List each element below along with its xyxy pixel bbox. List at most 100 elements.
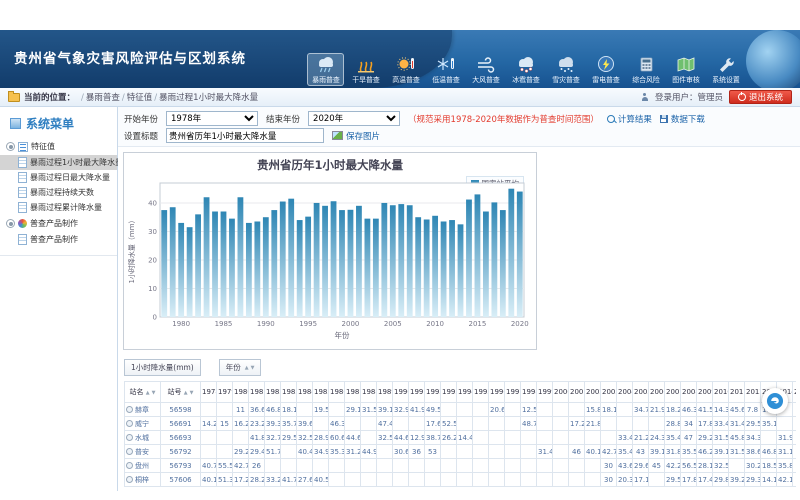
col-header-year-1979[interactable]: 1979 bbox=[216, 381, 233, 403]
start-year-select[interactable]: 1978年 bbox=[166, 111, 259, 126]
sort-icons[interactable]: ▲ ▼ bbox=[244, 364, 255, 371]
table-row-56793[interactable]: 盘州 56793 40.7 55.5 42.7 26 30 43.6 29.6 45 42.2 56.… bbox=[124, 458, 796, 473]
value-cell-56793-2007: 42.2 bbox=[664, 458, 681, 473]
breadcrumb-item[interactable]: 暴雨普查 bbox=[85, 93, 120, 103]
col-header-year-2003[interactable]: 2003 bbox=[600, 381, 617, 403]
col-header-year-1989[interactable]: 1989 bbox=[376, 381, 393, 403]
nav-item-cold[interactable]: 低温普查 bbox=[427, 53, 464, 86]
sidebar-item-暴雨过程累计降水量[interactable]: 暴雨过程累计降水量 bbox=[0, 200, 117, 215]
col-header-year-1985[interactable]: 1985 bbox=[312, 381, 329, 403]
nav-item-settings[interactable]: 系统设置 bbox=[707, 53, 744, 86]
chat-widget-button[interactable] bbox=[762, 388, 788, 414]
col-header-year-1984[interactable]: 1984 bbox=[296, 381, 313, 403]
table-row-56792[interactable]: 普安 56792 29.2 29.4 51.7 40.4 34.9 35.3 31.2 44.9 3… bbox=[124, 444, 796, 459]
col-header-year-1980[interactable]: 1980 bbox=[232, 381, 249, 403]
col-header-year-1983[interactable]: 1983 bbox=[280, 381, 297, 403]
col-header-year-2015[interactable]: 2015 bbox=[792, 381, 796, 403]
sidebar-item-暴雨过程日最大降水量[interactable]: 暴雨过程日最大降水量 bbox=[0, 170, 117, 185]
nav-item-drought[interactable]: 干旱普查 bbox=[347, 53, 384, 86]
col-header-year-1995[interactable]: 1995 bbox=[472, 381, 489, 403]
value-cell-56793-2000 bbox=[552, 458, 569, 473]
col-header-station-id[interactable]: 站号 ▲ ▼ bbox=[160, 381, 201, 403]
col-header-station-name[interactable]: 站名 ▲ ▼ bbox=[124, 381, 161, 403]
col-header-year-1987[interactable]: 1987 bbox=[344, 381, 361, 403]
sidebar-item-暴雨过程持续天数[interactable]: 暴雨过程持续天数 bbox=[0, 185, 117, 200]
save-image-button[interactable]: 保存图片 bbox=[332, 130, 380, 142]
nav-item-rain[interactable]: 暴雨普查 bbox=[307, 53, 344, 86]
col-header-year-1986[interactable]: 1986 bbox=[328, 381, 345, 403]
chart-title-input[interactable] bbox=[166, 128, 325, 143]
col-header-year-2007[interactable]: 2007 bbox=[664, 381, 681, 403]
sort-icons[interactable]: ▲ ▼ bbox=[183, 390, 194, 396]
col-header-year-1990[interactable]: 1990 bbox=[392, 381, 409, 403]
col-header-year-2006[interactable]: 2006 bbox=[648, 381, 665, 403]
row-select-icon[interactable] bbox=[126, 462, 133, 469]
end-year-select[interactable]: 2020年 bbox=[308, 111, 401, 126]
breadcrumb-item[interactable]: 特征值 bbox=[126, 93, 153, 103]
col-header-year-1994[interactable]: 1994 bbox=[456, 381, 473, 403]
col-header-year-1996[interactable]: 1996 bbox=[488, 381, 505, 403]
col-header-year-2005[interactable]: 2005 bbox=[632, 381, 649, 403]
nav-item-hail[interactable]: 冰雹普查 bbox=[507, 53, 544, 86]
station-id-cell: 56693 bbox=[160, 430, 201, 445]
sidebar-group-普查产品制作[interactable]: 普查产品制作 bbox=[0, 215, 117, 232]
value-cell-57606-1978: 40.1 bbox=[200, 472, 217, 487]
earth-graphic bbox=[746, 30, 800, 88]
table-row-57606[interactable]: 桐梓 57606 40.1 51.3 17.2 28.2 33.2 41.7 27.6 40.5 3… bbox=[124, 472, 796, 487]
row-select-icon[interactable] bbox=[126, 476, 133, 483]
table-row-56691[interactable]: 威宁 56691 14.2 15 16.2 23.2 39.3 35.7 39.6 46.3 47.… bbox=[124, 416, 796, 431]
col-header-year-2004[interactable]: 2004 bbox=[616, 381, 633, 403]
value-cell-56792-1984: 40.4 bbox=[296, 444, 313, 459]
table-row-56598[interactable]: 赫章 56598 11 36.6 46.8 18.1 19.5 29.1 31.5 39.1 32.… bbox=[124, 402, 796, 417]
row-select-icon[interactable] bbox=[126, 420, 133, 427]
nav-item-map[interactable]: 图件审核 bbox=[667, 53, 704, 86]
station-name-cell: 水城 bbox=[124, 430, 161, 445]
col-header-year-2000[interactable]: 2000 bbox=[552, 381, 569, 403]
nav-item-lightning[interactable]: 雷电普查 bbox=[587, 53, 624, 86]
breadcrumb-item[interactable]: 暴雨过程1小时最大降水量 bbox=[159, 93, 259, 103]
col-header-year-2001[interactable]: 2001 bbox=[568, 381, 585, 403]
sidebar-item-暴雨过程1小时最大降水量[interactable]: 暴雨过程1小时最大降水量 bbox=[0, 155, 123, 170]
bar-1993 bbox=[288, 198, 295, 317]
station-id-cell: 56793 bbox=[160, 458, 201, 473]
calculate-button[interactable]: 计算结果 bbox=[606, 113, 652, 125]
value-cell-56691-2004 bbox=[616, 416, 633, 431]
col-header-year-1993[interactable]: 1993 bbox=[440, 381, 457, 403]
sidebar-group-特征值[interactable]: 特征值 bbox=[0, 138, 117, 155]
station-id-cell: 56598 bbox=[160, 402, 201, 417]
col-header-year-1982[interactable]: 1982 bbox=[264, 381, 281, 403]
nav-item-wind[interactable]: 大风普查 bbox=[467, 53, 504, 86]
value-cell-57606-1987 bbox=[344, 472, 361, 487]
table-row-56693[interactable]: 水城 56693 41.8 32.7 29.5 32.5 28.9 60.6 44.6 32.5 4… bbox=[124, 430, 796, 445]
col-header-year-2008[interactable]: 2008 bbox=[680, 381, 697, 403]
nav-item-heat[interactable]: 高温普查 bbox=[387, 53, 424, 86]
col-header-year-1998[interactable]: 1998 bbox=[520, 381, 537, 403]
logout-button[interactable]: 退出系统 bbox=[728, 90, 792, 104]
download-button[interactable]: 数据下载 bbox=[659, 113, 705, 125]
value-cell-57606-2004: 20.3 bbox=[616, 472, 633, 487]
row-select-icon[interactable] bbox=[126, 434, 133, 441]
sidebar-item-普查产品制作[interactable]: 普查产品制作 bbox=[0, 232, 117, 247]
col-header-year-1997[interactable]: 1997 bbox=[504, 381, 521, 403]
col-header-year-1988[interactable]: 1988 bbox=[360, 381, 377, 403]
nav-item-snow[interactable]: 雪灾普查 bbox=[547, 53, 584, 86]
col-header-year-2010[interactable]: 2010 bbox=[712, 381, 729, 403]
row-select-icon[interactable] bbox=[126, 406, 133, 413]
nav-item-risk[interactable]: 综合风险 bbox=[627, 53, 664, 86]
row-select-icon[interactable] bbox=[126, 448, 133, 455]
value-field-chip[interactable]: 1小时降水量(mm) bbox=[124, 359, 201, 376]
col-header-year-2009[interactable]: 2009 bbox=[696, 381, 713, 403]
year-field-chip[interactable]: 年份 ▲ ▼ bbox=[218, 359, 262, 376]
value-cell-56792-2013: 46.8 bbox=[760, 444, 777, 459]
snow-icon bbox=[554, 55, 578, 74]
col-header-year-1999[interactable]: 1999 bbox=[536, 381, 553, 403]
col-header-year-1978[interactable]: 1978 bbox=[200, 381, 217, 403]
sort-icons[interactable]: ▲ ▼ bbox=[145, 390, 156, 396]
